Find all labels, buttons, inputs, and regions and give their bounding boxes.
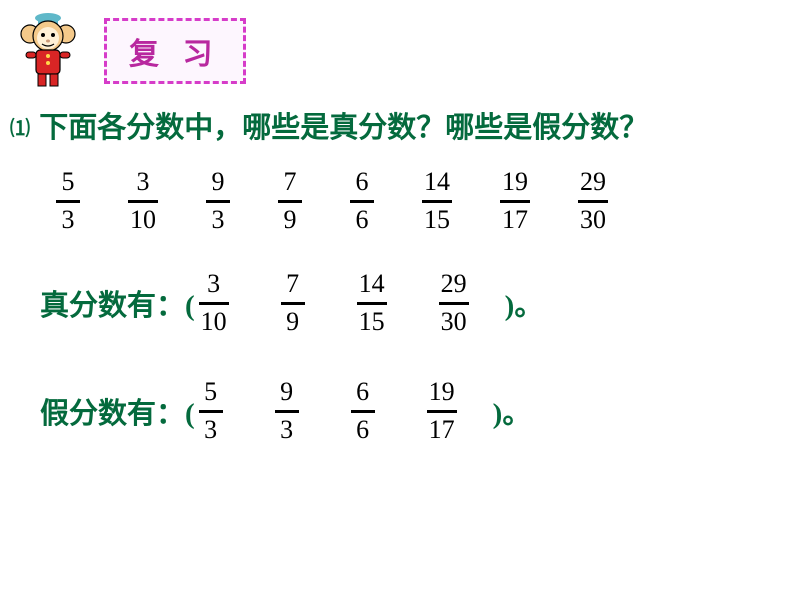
- fraction-bar: [199, 302, 229, 305]
- fraction-numerator: 19: [427, 378, 457, 407]
- question-body: 下面各分数中，哪些是真分数？哪些是假分数？: [39, 112, 648, 144]
- fraction-item: 66: [350, 168, 374, 234]
- fraction-denominator: 15: [357, 308, 387, 337]
- proper-fraction-item: 2930: [439, 270, 469, 336]
- fraction-numerator: 3: [135, 168, 152, 197]
- fraction-numerator: 6: [354, 378, 371, 407]
- fraction-denominator: 17: [500, 206, 530, 235]
- fraction-bar: [206, 200, 230, 203]
- fraction-denominator: 3: [202, 416, 219, 445]
- fraction-numerator: 19: [500, 168, 530, 197]
- fraction-numerator: 9: [210, 168, 227, 197]
- fraction-denominator: 17: [427, 416, 457, 445]
- fraction-numerator: 6: [354, 168, 371, 197]
- fraction-bar: [357, 302, 387, 305]
- fraction-denominator: 3: [278, 416, 295, 445]
- fraction-bar: [199, 410, 223, 413]
- review-label: 复 习: [129, 38, 221, 71]
- proper-close: )。: [505, 282, 544, 324]
- fraction-numerator: 29: [439, 270, 469, 299]
- fraction-numerator: 5: [60, 168, 77, 197]
- fraction-numerator: 14: [422, 168, 452, 197]
- fraction-bar: [439, 302, 469, 305]
- fraction-numerator: 7: [284, 270, 301, 299]
- fraction-bar: [500, 200, 530, 203]
- fraction-list: 53310937966141519172930: [0, 146, 800, 234]
- improper-label: 假分数有：(: [40, 390, 195, 432]
- improper-fraction-item: 93: [275, 378, 299, 444]
- proper-fraction-item: 310: [199, 270, 229, 336]
- fraction-bar: [427, 410, 457, 413]
- review-label-box: 复 习: [104, 18, 246, 84]
- fraction-bar: [56, 200, 80, 203]
- fraction-denominator: 9: [282, 206, 299, 235]
- fraction-denominator: 6: [354, 206, 371, 235]
- fraction-item: 310: [128, 168, 158, 234]
- fraction-denominator: 3: [210, 206, 227, 235]
- fraction-numerator: 7: [282, 168, 299, 197]
- fraction-item: 79: [278, 168, 302, 234]
- fraction-item: 53: [56, 168, 80, 234]
- fraction-denominator: 9: [284, 308, 301, 337]
- fraction-numerator: 9: [278, 378, 295, 407]
- fraction-denominator: 6: [354, 416, 371, 445]
- improper-fraction-item: 66: [351, 378, 375, 444]
- fraction-bar: [281, 302, 305, 305]
- proper-fraction-item: 1415: [357, 270, 387, 336]
- question-text: ⑴ 下面各分数中，哪些是真分数？哪些是假分数？: [0, 88, 800, 146]
- fraction-bar: [128, 200, 158, 203]
- proper-fractions-row: 真分数有：( 3107914152930 )。: [0, 270, 800, 336]
- fraction-denominator: 30: [578, 206, 608, 235]
- improper-fraction-items: 5393661917: [199, 378, 457, 444]
- header-region: 复 习: [0, 0, 800, 88]
- proper-fraction-items: 3107914152930: [199, 270, 469, 336]
- fraction-numerator: 3: [205, 270, 222, 299]
- proper-fraction-item: 79: [281, 270, 305, 336]
- fraction-denominator: 10: [128, 206, 158, 235]
- monkey-cartoon: [8, 8, 88, 88]
- fraction-bar: [350, 200, 374, 203]
- fraction-denominator: 15: [422, 206, 452, 235]
- fraction-bar: [275, 410, 299, 413]
- fraction-numerator: 14: [357, 270, 387, 299]
- improper-fraction-item: 53: [199, 378, 223, 444]
- fraction-numerator: 5: [202, 378, 219, 407]
- proper-label: 真分数有：(: [40, 282, 195, 324]
- fraction-bar: [351, 410, 375, 413]
- fraction-item: 1917: [500, 168, 530, 234]
- fraction-item: 93: [206, 168, 230, 234]
- improper-close: )。: [493, 390, 532, 432]
- fraction-numerator: 29: [578, 168, 608, 197]
- fraction-denominator: 10: [199, 308, 229, 337]
- fraction-denominator: 3: [60, 206, 77, 235]
- fraction-bar: [422, 200, 452, 203]
- fraction-bar: [578, 200, 608, 203]
- fraction-item: 2930: [578, 168, 608, 234]
- fraction-bar: [278, 200, 302, 203]
- fraction-denominator: 30: [439, 308, 469, 337]
- fraction-item: 1415: [422, 168, 452, 234]
- improper-fractions-row: 假分数有：( 5393661917 )。: [0, 378, 800, 444]
- question-number: ⑴: [10, 118, 30, 140]
- improper-fraction-item: 1917: [427, 378, 457, 444]
